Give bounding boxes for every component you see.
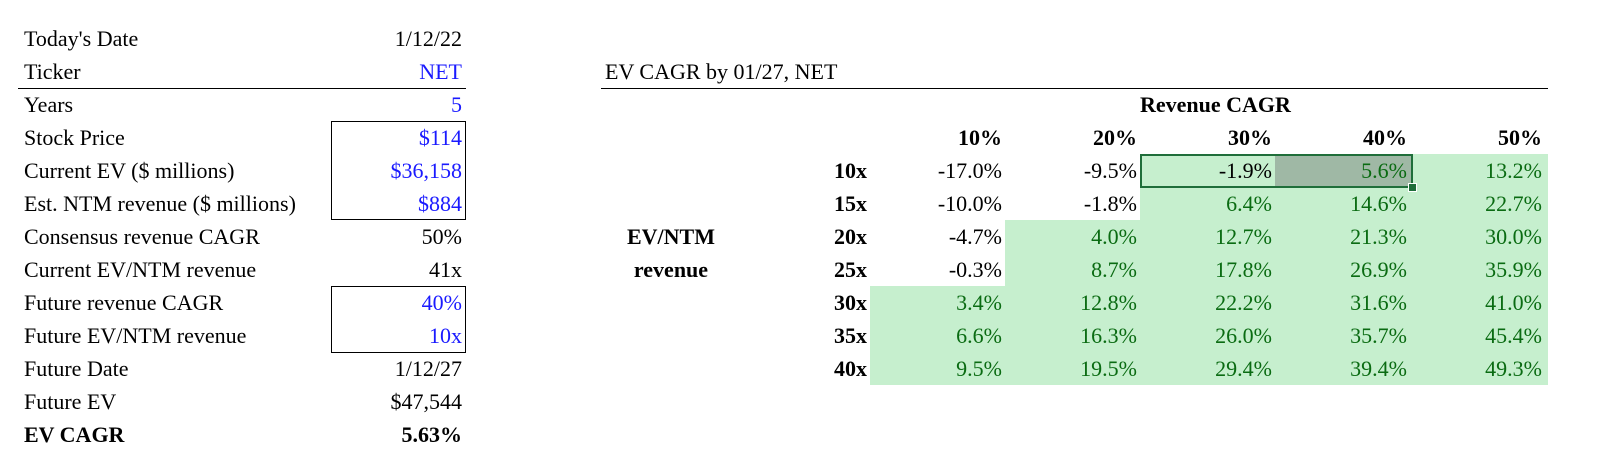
row-label: 10x (834, 158, 867, 183)
value-future-cagr[interactable]: 40% (421, 290, 462, 315)
value-future-ev-ntm[interactable]: 10x (429, 323, 462, 348)
value-future-date[interactable]: 1/12/27 (394, 356, 462, 381)
grid-cell[interactable]: -17.0% (937, 158, 1002, 183)
grid-cell[interactable]: 29.4% (1215, 356, 1272, 381)
input-box-future-assumptions (331, 286, 466, 353)
label-current-ev: Current EV ($ millions) (24, 158, 235, 183)
value-todays-date[interactable]: 1/12/22 (394, 26, 462, 51)
grid-cell[interactable]: 9.5% (956, 356, 1002, 381)
grid-cell[interactable]: 31.6% (1350, 290, 1407, 315)
value-future-ev[interactable]: $47,544 (390, 389, 463, 414)
grid-cell[interactable]: 8.7% (1091, 257, 1137, 282)
value-current-ev[interactable]: $36,158 (390, 158, 463, 183)
ticker-underline (18, 88, 466, 89)
grid-cell[interactable]: 22.7% (1485, 191, 1542, 216)
label-todays-date: Today's Date (24, 26, 139, 51)
col-header: 40% (1363, 125, 1407, 150)
row-label: 20x (834, 224, 867, 249)
grid-cell[interactable]: 3.4% (956, 290, 1002, 315)
fill-handle[interactable] (1408, 183, 1417, 192)
positive-fill-row-20x (1005, 220, 1548, 253)
col-header: 20% (1093, 125, 1137, 150)
input-box-price-ev-revenue (331, 121, 466, 220)
ev-ntm-header: EV/NTM (627, 224, 715, 249)
grid-cell[interactable]: 45.4% (1485, 323, 1542, 348)
row-label: 40x (834, 356, 867, 381)
value-ntm-revenue[interactable]: $884 (418, 191, 462, 216)
grid-cell[interactable]: 49.3% (1485, 356, 1542, 381)
selected-cell-fill (1275, 155, 1411, 186)
label-stock-price: Stock Price (24, 125, 125, 150)
revenue-header: revenue (633, 257, 709, 282)
grid-cell[interactable]: 12.8% (1080, 290, 1137, 315)
col-header: 10% (958, 125, 1002, 150)
grid-cell[interactable]: 22.2% (1215, 290, 1272, 315)
grid-cell[interactable]: 13.2% (1485, 158, 1542, 183)
label-years: Years (24, 92, 74, 117)
value-stock-price[interactable]: $114 (418, 125, 462, 150)
grid-cell[interactable]: 6.6% (956, 323, 1002, 348)
grid-cell[interactable]: -9.5% (1083, 158, 1137, 183)
grid-cell[interactable]: 21.3% (1350, 224, 1407, 249)
row-label: 35x (834, 323, 867, 348)
grid-cell[interactable]: 26.9% (1350, 257, 1407, 282)
grid-cell[interactable]: 26.0% (1215, 323, 1272, 348)
positive-fill-rows-30x-40x (870, 286, 1548, 385)
positive-fill-row-15x (1140, 187, 1548, 220)
grid-cell[interactable]: -1.8% (1083, 191, 1137, 216)
value-consensus-cagr[interactable]: 50% (421, 224, 462, 249)
grid-cell[interactable]: -1.9% (1218, 158, 1272, 183)
grid-cell[interactable]: 19.5% (1080, 356, 1137, 381)
label-future-date: Future Date (24, 356, 129, 381)
label-ticker: Ticker (24, 59, 81, 84)
selection-range[interactable] (1140, 154, 1413, 188)
grid-cell[interactable]: 14.6% (1350, 191, 1407, 216)
value-ticker[interactable]: NET (419, 59, 462, 84)
grid-cell[interactable]: 35.7% (1350, 323, 1407, 348)
grid-cell-selected[interactable]: 5.6% (1361, 158, 1407, 183)
col-header: 50% (1498, 125, 1542, 150)
grid-cell[interactable]: 17.8% (1215, 257, 1272, 282)
value-years[interactable]: 5 (451, 92, 462, 117)
grid-cell[interactable]: -0.3% (948, 257, 1002, 282)
grid-cell[interactable]: 6.4% (1226, 191, 1272, 216)
sensitivity-title: EV CAGR by 01/27, NET (605, 59, 838, 84)
value-current-ev-ntm[interactable]: 41x (429, 257, 462, 282)
grid-cell[interactable]: 39.4% (1350, 356, 1407, 381)
positive-fill-row-25x (1005, 253, 1548, 286)
grid-cell[interactable]: -4.7% (948, 224, 1002, 249)
label-ntm-revenue: Est. NTM revenue ($ millions) (24, 191, 296, 216)
label-future-ev-ntm: Future EV/NTM revenue (24, 323, 247, 348)
grid-cell[interactable]: 30.0% (1485, 224, 1542, 249)
label-ev-cagr: EV CAGR (24, 422, 125, 447)
grid-cell[interactable]: 12.7% (1215, 224, 1272, 249)
grid-cell[interactable]: 35.9% (1485, 257, 1542, 282)
label-consensus-cagr: Consensus revenue CAGR (24, 224, 260, 249)
title-underline (601, 88, 1548, 89)
grid-cell[interactable]: -10.0% (937, 191, 1002, 216)
col-header: 30% (1228, 125, 1272, 150)
row-label: 15x (834, 191, 867, 216)
label-current-ev-ntm: Current EV/NTM revenue (24, 257, 257, 282)
revenue-cagr-header: Revenue CAGR (1140, 92, 1291, 117)
row-label: 30x (834, 290, 867, 315)
label-future-cagr: Future revenue CAGR (24, 290, 224, 315)
value-ev-cagr[interactable]: 5.63% (401, 422, 463, 447)
label-future-ev: Future EV (24, 389, 117, 414)
row-label: 25x (834, 257, 867, 282)
grid-cell[interactable]: 16.3% (1080, 323, 1137, 348)
grid-cell[interactable]: 41.0% (1485, 290, 1542, 315)
grid-cell[interactable]: 4.0% (1091, 224, 1137, 249)
